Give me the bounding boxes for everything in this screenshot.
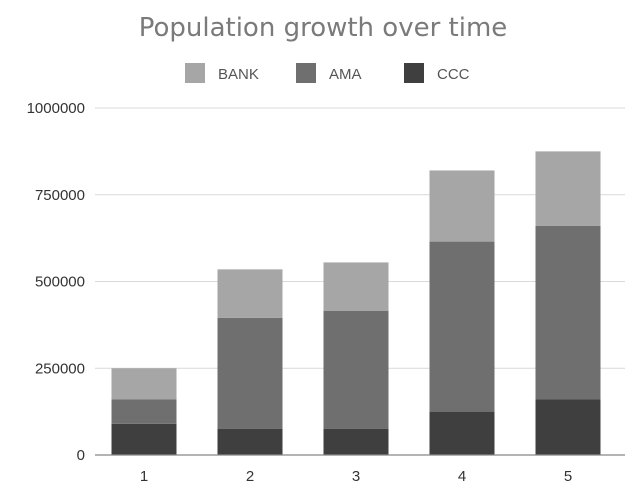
bar-bank-2	[217, 269, 283, 318]
y-tick-label-750000: 750000	[35, 187, 85, 204]
y-axis-ticks: 0 250000 500000 750000 1000000	[27, 100, 85, 464]
bar-ccc-1	[111, 423, 177, 455]
bars	[111, 151, 601, 455]
x-tick-label-5: 5	[564, 468, 572, 482]
bar-ccc-3	[323, 428, 389, 455]
bar-bank-3	[323, 262, 389, 311]
legend-label-bank: BANK	[218, 66, 259, 83]
legend-swatch-ccc	[404, 63, 424, 83]
legend-label-ama: AMA	[329, 66, 362, 83]
legend-swatch-ama	[296, 63, 316, 83]
bar-ccc-2	[217, 428, 283, 455]
y-tick-label-500000: 500000	[35, 274, 85, 291]
x-tick-label-4: 4	[458, 468, 466, 482]
x-tick-label-1: 1	[140, 468, 148, 482]
bar-bank-5	[535, 151, 601, 226]
chart-title: Population growth over time	[139, 13, 508, 43]
bar-bank-1	[111, 368, 177, 400]
y-tick-label-1000000: 1000000	[27, 100, 85, 117]
y-tick-label-250000: 250000	[35, 360, 85, 377]
y-tick-label-0: 0	[77, 447, 85, 464]
bar-ama-5	[535, 225, 601, 400]
bar-ama-3	[323, 310, 389, 429]
bar-ccc-4	[429, 411, 495, 455]
legend: BANK AMA CCC	[185, 63, 470, 83]
legend-label-ccc: CCC	[437, 66, 470, 83]
bar-ccc-5	[535, 399, 601, 455]
legend-swatch-bank	[185, 63, 205, 83]
bar-ama-2	[217, 317, 283, 429]
bar-ama-4	[429, 241, 495, 412]
x-axis-ticks: 1 2 3 4 5	[140, 468, 572, 482]
x-tick-label-3: 3	[352, 468, 360, 482]
bar-ama-1	[111, 399, 177, 424]
bar-bank-4	[429, 170, 495, 242]
x-tick-label-2: 2	[246, 468, 254, 482]
